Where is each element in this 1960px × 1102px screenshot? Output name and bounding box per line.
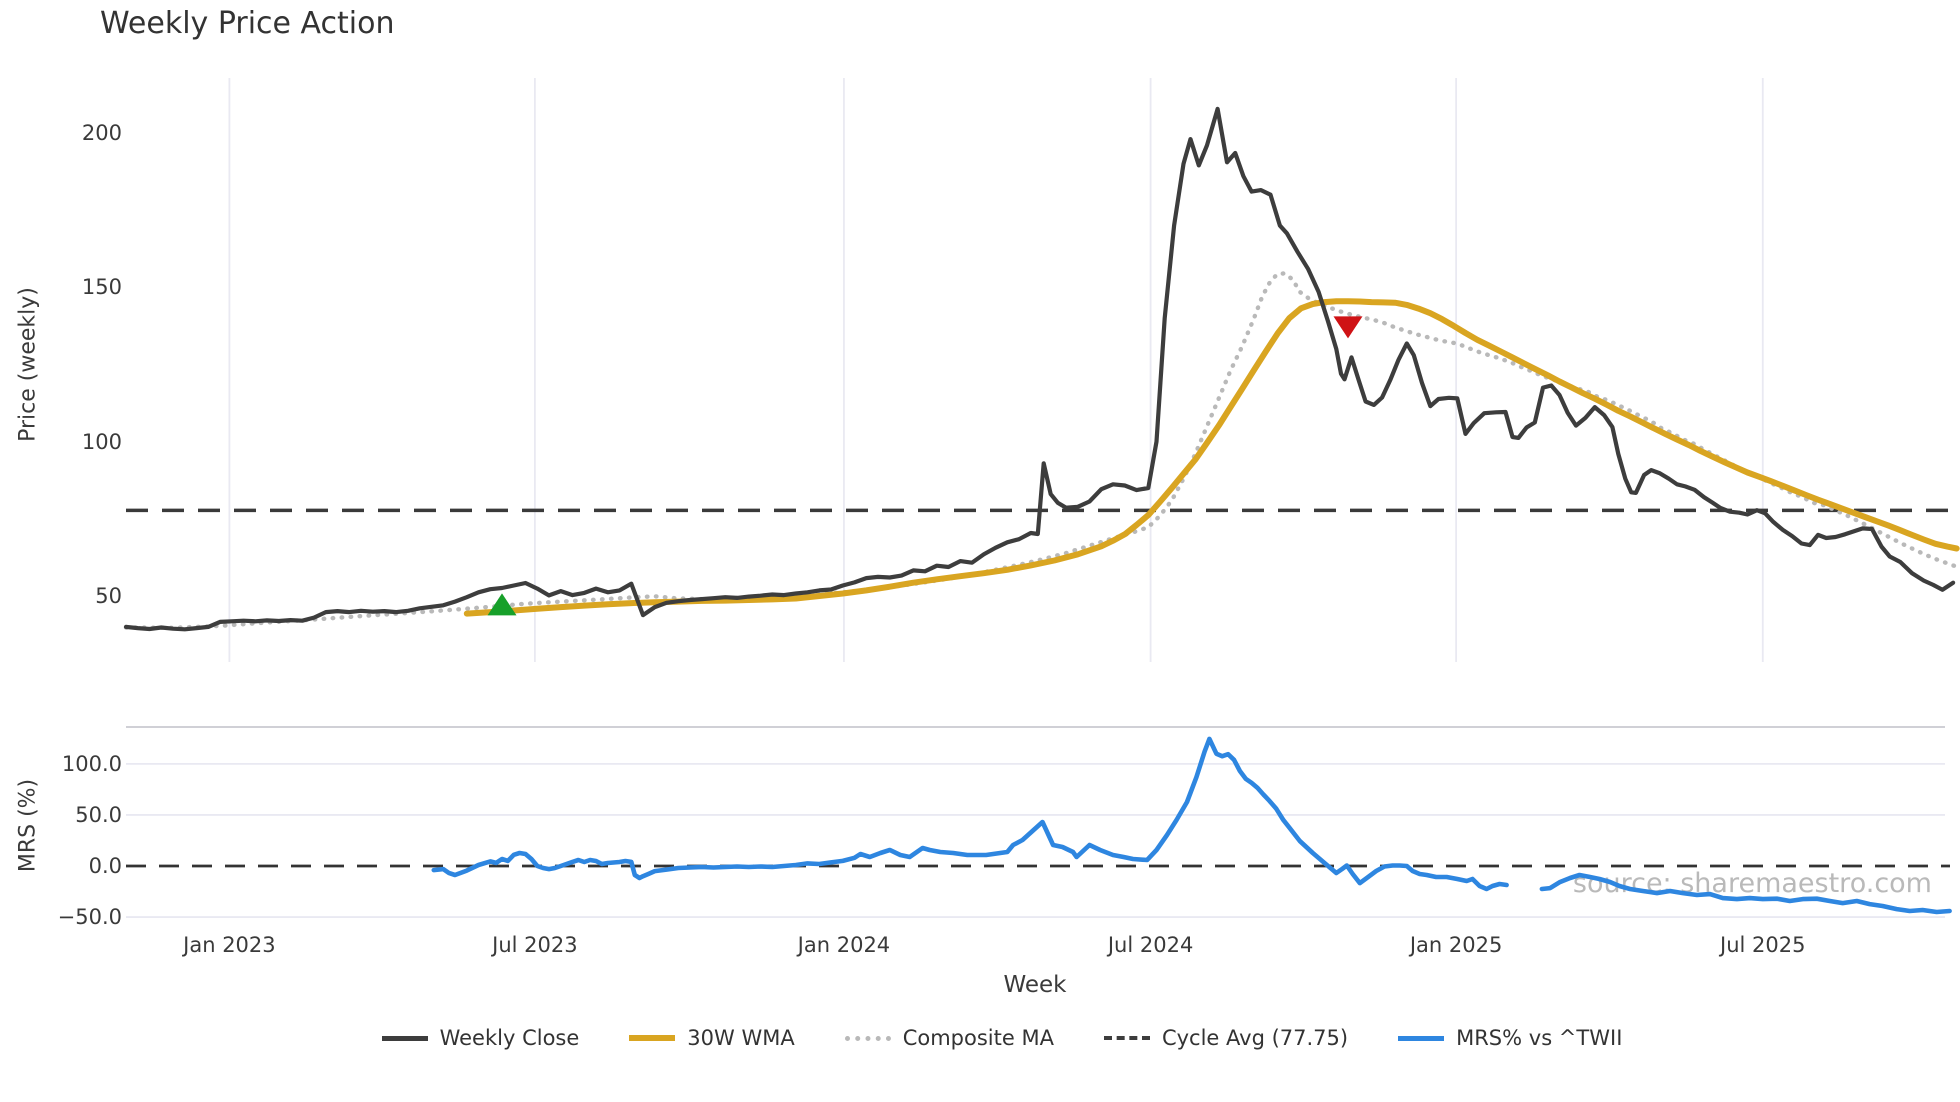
x-tick-label: Jan 2023 (183, 933, 276, 957)
legend-item-mrs: MRS% vs ^TWII (1398, 1026, 1622, 1050)
wma-line (463, 298, 1960, 617)
mrs-y-tick-label: −50.0 (57, 905, 122, 930)
legend-label: Weekly Close (439, 1026, 580, 1050)
legend-item-weekly-close: Weekly Close (381, 1026, 580, 1050)
legend-item-composite-ma: Composite MA (844, 1026, 1054, 1050)
weekly-close-line (123, 106, 1956, 632)
price-y-tick-label: 50 (95, 584, 122, 608)
mrs-swatch-icon (1398, 1035, 1445, 1041)
composite-ma-line (123, 271, 1959, 631)
x-tick-label: Jul 2023 (492, 933, 578, 957)
legend-item-30w-wma: 30W WMA (629, 1026, 795, 1050)
legend-label: 30W WMA (687, 1026, 795, 1050)
x-tick-label: Jan 2025 (1409, 933, 1503, 957)
legend-label: Cycle Avg (77.75) (1161, 1026, 1349, 1050)
buy-signal-marker-icon (487, 593, 517, 616)
weekly-close-swatch-icon (381, 1035, 428, 1041)
legend-label: Composite MA (902, 1026, 1054, 1050)
price-y-tick-label: 150 (81, 275, 122, 300)
mrs-line (431, 736, 1509, 892)
composite-ma-swatch-icon (844, 1035, 891, 1041)
wma-swatch-icon (629, 1035, 676, 1041)
cycle-avg-swatch-icon (1103, 1036, 1150, 1040)
price-y-tick-label: 200 (81, 120, 122, 145)
watermark: source: sharemaestro.com (1572, 868, 1932, 899)
x-axis-label: Week (1003, 972, 1067, 998)
chart-title: Weekly Price Action (100, 6, 395, 41)
price-y-tick-label: 100 (81, 429, 122, 454)
sell-signal-marker-icon (1333, 316, 1363, 339)
mrs-y-tick-label: 100.0 (61, 751, 122, 776)
legend: Weekly Close 30W WMA Composite MA Cycle … (44, 1026, 1960, 1050)
mrs-line (1539, 872, 1952, 915)
mrs-y-tick-label: 50.0 (75, 802, 122, 827)
legend-label: MRS% vs ^TWII (1456, 1026, 1623, 1050)
legend-item-cycle-avg: Cycle Avg (77.75) (1103, 1026, 1349, 1050)
x-tick-label: Jan 2024 (797, 933, 891, 957)
x-tick-label: Jul 2024 (1107, 933, 1194, 957)
x-tick-label: Jul 2025 (1720, 933, 1806, 957)
mrs-y-tick-label: 0.0 (88, 854, 122, 878)
